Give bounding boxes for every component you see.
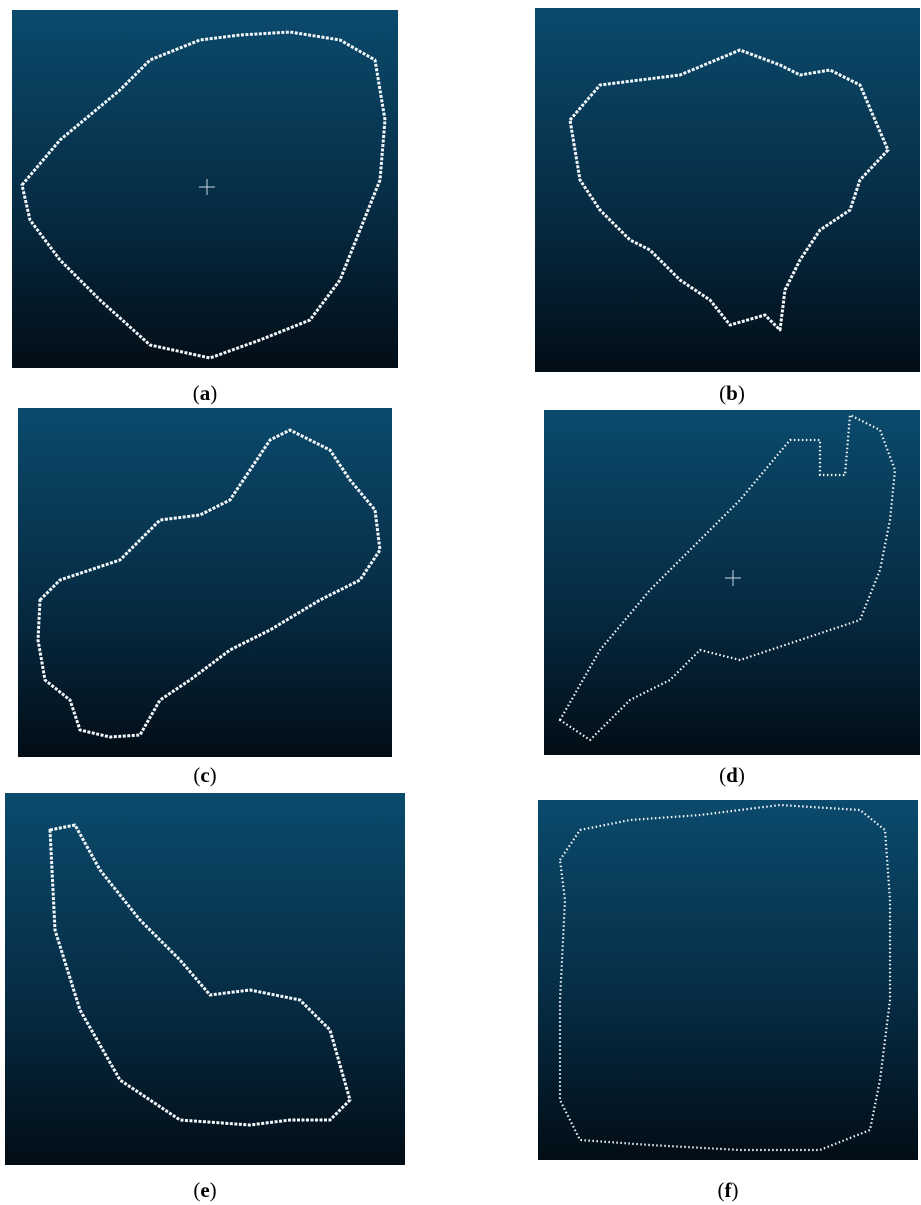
label-letter: a (200, 381, 211, 405)
panel-c: (c) (18, 408, 392, 787)
panel-label: (f) (718, 1178, 739, 1202)
label-open: ( (719, 763, 726, 787)
panel-b: (b) (535, 8, 920, 405)
panel-background (12, 10, 398, 368)
label-open: ( (193, 763, 200, 787)
label-open: ( (719, 381, 726, 405)
panel-background (18, 408, 392, 757)
panel-label: (c) (193, 763, 216, 787)
panel-background (535, 8, 920, 372)
figure-canvas: (a) (b) (c) (d) (e) (f) (0, 0, 921, 1205)
label-close: ) (210, 381, 217, 405)
panel-label: (a) (193, 381, 218, 405)
label-open: ( (718, 1178, 725, 1202)
label-letter: e (200, 1178, 209, 1202)
label-close: ) (738, 381, 745, 405)
label-close: ) (738, 763, 745, 787)
label-letter: b (726, 381, 738, 405)
panel-label: (b) (719, 381, 745, 405)
label-open: ( (193, 381, 200, 405)
label-close: ) (732, 1178, 739, 1202)
panel-label: (d) (719, 763, 745, 787)
label-letter: c (200, 763, 209, 787)
panel-label: (e) (193, 1178, 216, 1202)
panel-e: (e) (5, 793, 405, 1202)
panel-background (538, 800, 918, 1160)
label-open: ( (193, 1178, 200, 1202)
label-close: ) (210, 1178, 217, 1202)
panel-f: (f) (538, 800, 918, 1202)
panel-a: (a) (12, 10, 398, 405)
label-close: ) (210, 763, 217, 787)
panel-background (5, 793, 405, 1165)
label-letter: d (726, 763, 738, 787)
panel-d: (d) (544, 410, 920, 787)
panel-background (544, 410, 920, 755)
figure: (a) (b) (c) (d) (e) (f) (0, 0, 921, 1205)
